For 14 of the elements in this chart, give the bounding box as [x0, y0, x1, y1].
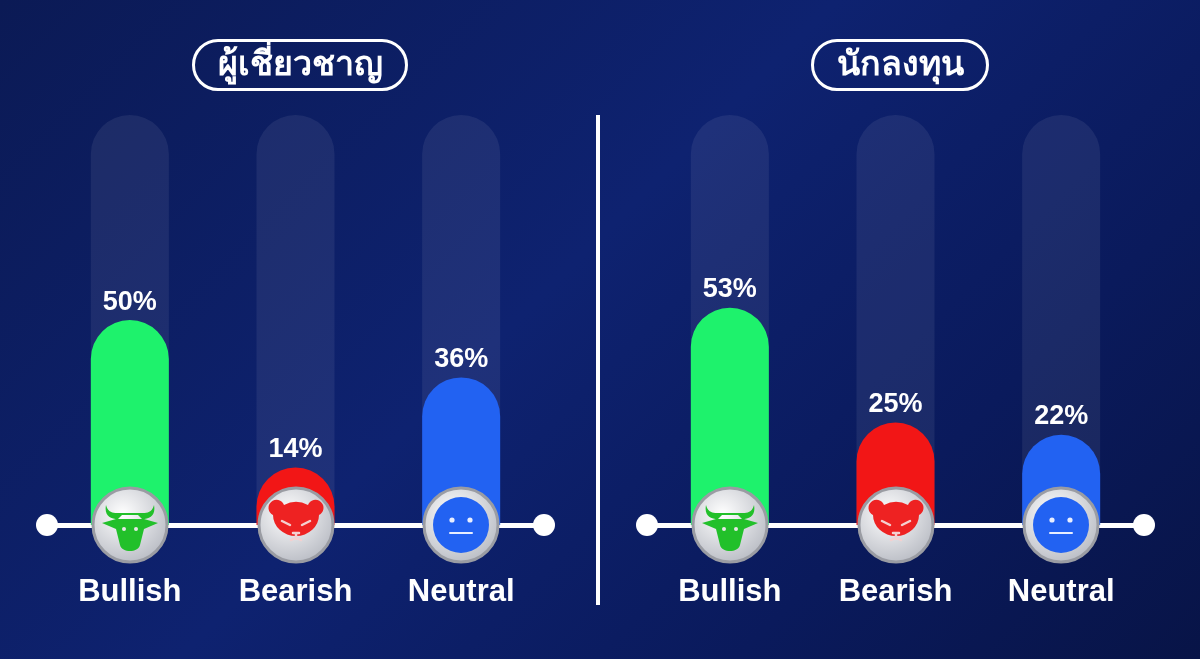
- chart-title: ผู้เชี่ยวชาญ: [217, 39, 383, 85]
- data-label: 50%: [102, 285, 157, 316]
- x-tick-label: Neutral: [407, 573, 515, 608]
- data-label: 53%: [702, 273, 757, 304]
- data-label: 25%: [868, 388, 923, 418]
- x-tick-label: Bearish: [238, 573, 353, 608]
- chart-title: นักลงทุน: [836, 43, 964, 85]
- data-label: 22%: [1034, 400, 1089, 431]
- x-tick-label: Neutral: [1007, 573, 1115, 608]
- data-label: 14%: [268, 433, 323, 464]
- data-label: 36%: [434, 342, 489, 373]
- x-tick-label: Bullish: [678, 573, 782, 608]
- x-tick-label: Bullish: [78, 573, 182, 608]
- x-tick-label: Bearish: [838, 573, 953, 608]
